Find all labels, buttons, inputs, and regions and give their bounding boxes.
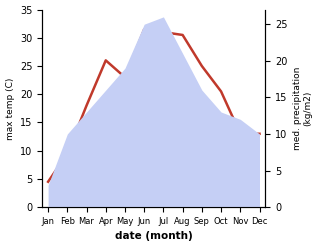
X-axis label: date (month): date (month) (115, 231, 193, 242)
Y-axis label: med. precipitation
(kg/m2): med. precipitation (kg/m2) (293, 67, 313, 150)
Y-axis label: max temp (C): max temp (C) (5, 77, 15, 140)
